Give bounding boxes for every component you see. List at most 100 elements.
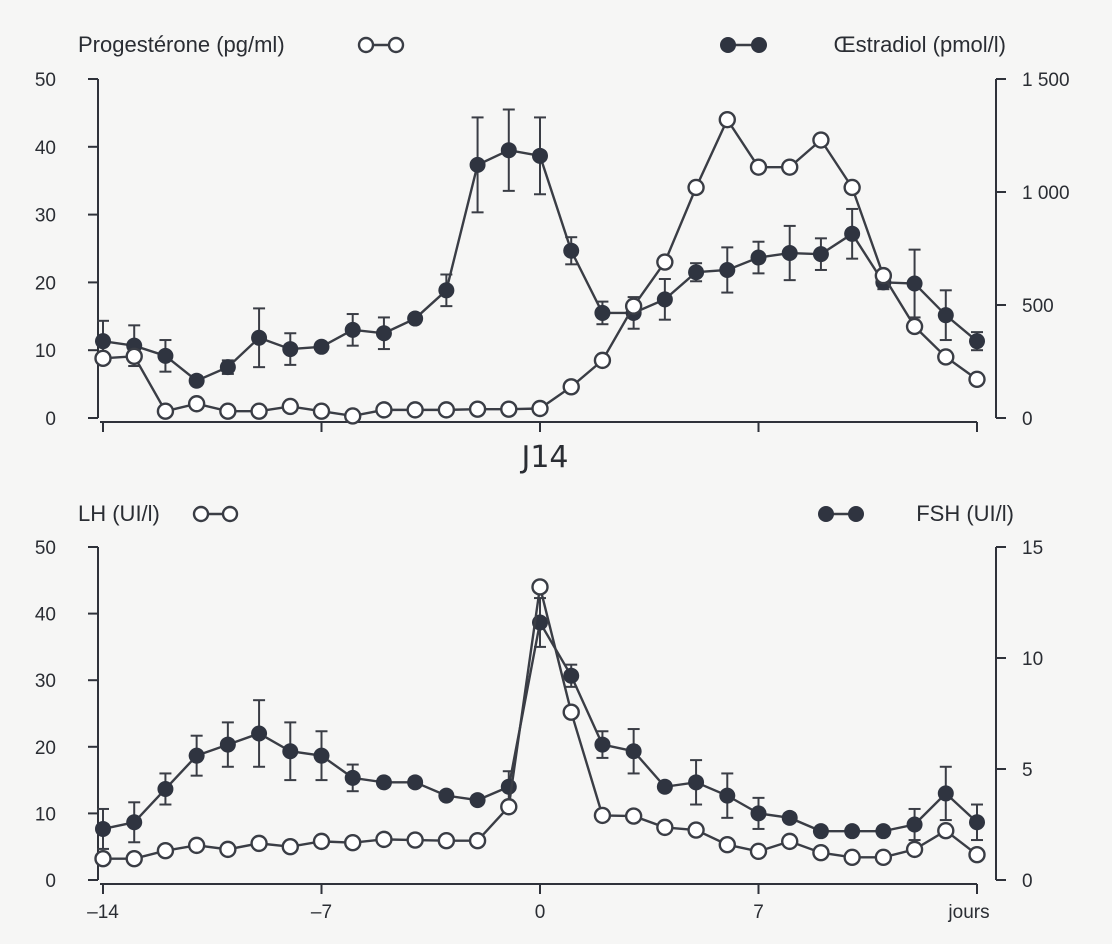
bottom-right-tick-label-0: 0	[1022, 871, 1033, 892]
top-series-1-point-14	[532, 147, 548, 164]
legend-estradiol-marker	[720, 37, 767, 53]
bottom-series-1-point-9	[375, 774, 392, 791]
top-series-0-point-9	[375, 401, 393, 419]
bottom-series-0-point-24	[843, 848, 861, 867]
top-series-0-point-19	[687, 178, 705, 197]
bottom-series-0-point-21	[749, 842, 768, 861]
bottom-left-tick-label-4: 40	[35, 605, 56, 626]
top-series-0-point-24	[843, 178, 861, 197]
top-series-0-point-27	[937, 348, 955, 366]
bottom-series-1-point-26	[906, 816, 923, 833]
top-series-1-point-26	[906, 275, 923, 292]
bottom-series-1-point-13	[500, 778, 517, 795]
bottom-series-1-point-16	[594, 736, 611, 753]
bottom-series-0-point-25	[874, 848, 893, 867]
top-series-0-point-10	[406, 401, 424, 419]
top-left-tick-label-0: 0	[45, 409, 56, 430]
top-series-1-point-2	[157, 347, 174, 364]
bottom-series-0-point-14	[531, 578, 549, 596]
bottom-series-0-point-18	[656, 818, 674, 837]
bottom-series-0-point-4	[219, 840, 237, 859]
top-series-1-point-10	[407, 310, 424, 327]
bottom-series-1-point-4	[219, 736, 236, 753]
bottom-series-0-point-10	[406, 831, 424, 849]
top-series-0-point-13	[500, 400, 518, 418]
bottom-right-tick-label-3: 15	[1022, 538, 1043, 559]
top-series-1-point-16	[594, 304, 611, 321]
legend-estradiol-label: Œstradiol (pmol/l)	[834, 32, 1006, 57]
top-series-1-point-18	[656, 291, 673, 308]
top-series-0-point-26	[905, 317, 924, 336]
bottom-series-0-point-26	[905, 840, 924, 859]
top-series-0-point-16	[593, 351, 612, 370]
bottom-series-1-point-27	[937, 785, 954, 802]
bottom-series-1-point-2	[157, 780, 174, 797]
legend-lh-marker	[192, 505, 239, 523]
bottom-series-1-point-18	[656, 778, 673, 795]
bottom-series-1-point-22	[781, 809, 798, 826]
top-series-0-point-22	[781, 158, 799, 176]
bottom-series-0-point-28	[968, 845, 986, 864]
bottom-series-0-point-13	[500, 798, 518, 816]
top-series-0-point-20	[718, 110, 736, 129]
legend-lh-label: LH (UI/l)	[78, 501, 160, 526]
bottom-x-tick-label-1: –7	[311, 902, 332, 923]
bottom-series-1-point-10	[407, 774, 424, 791]
top-series-0-point-7	[312, 402, 331, 420]
bottom-series-1-point-15	[563, 667, 580, 684]
bottom-series-1-point-5	[251, 725, 268, 742]
bottom-series-0-point-7	[312, 832, 331, 851]
top-series-0-point-17	[624, 297, 643, 315]
bottom-series-0-point-15	[562, 703, 580, 721]
top-series-1-point-20	[719, 261, 736, 278]
bottom-series-1-point-0	[95, 820, 111, 837]
bottom-series-1-point-28	[969, 814, 985, 831]
top-series-1-point-0	[95, 333, 111, 350]
top-left-tick-label-3: 30	[35, 206, 56, 227]
bottom-series-0-point-11	[437, 832, 456, 850]
top-series-1-point-11	[438, 282, 455, 299]
top-series-0-point-21	[749, 158, 768, 176]
top-series-0-point-5	[250, 402, 268, 420]
top-series-1-point-24	[844, 225, 861, 242]
top-series-1-point-27	[937, 307, 954, 324]
bottom-left-tick-label-3: 30	[35, 671, 56, 692]
bottom-series-1-point-21	[750, 805, 767, 822]
top-series-1-point-9	[375, 325, 392, 342]
bottom-x-tick-label-2: 0	[535, 902, 546, 923]
top-series-0-point-1	[125, 347, 143, 366]
bottom-series-1-point-3	[188, 747, 205, 764]
bottom-series-0-point-17	[624, 807, 643, 825]
bottom-series-0-point-27	[937, 822, 955, 840]
bottom-series-0-point-20	[718, 836, 736, 854]
bottom-series-0-point-0	[94, 849, 112, 868]
bottom-series-1-point-25	[875, 823, 892, 840]
bottom-series-0-point-23	[812, 843, 830, 862]
top-series-0-point-15	[562, 378, 580, 396]
bottom-series-0-point-8	[344, 834, 362, 852]
top-series-0-point-28	[968, 370, 986, 389]
legend-fsh-label: FSH (UI/l)	[916, 501, 1014, 526]
bottom-series-1-point-20	[719, 787, 736, 804]
top-series-0-point-23	[812, 131, 830, 149]
top-series-0-point-14	[531, 399, 549, 418]
bottom-left-tick-label-1: 10	[35, 804, 56, 825]
top-right-tick-label-2: 1 000	[1022, 183, 1070, 204]
top-series-1-point-12	[469, 156, 486, 173]
bottom-x-tick-label-3: 7	[753, 902, 764, 923]
bottom-series-1-point-1	[126, 814, 143, 831]
bottom-left-tick-label-0: 0	[45, 871, 56, 892]
bottom-series-1-line	[102, 619, 978, 833]
top-right-tick-label-1: 500	[1022, 296, 1054, 317]
top-panel-center-label: J14	[519, 440, 568, 475]
top-series-0-point-0	[94, 349, 112, 368]
bottom-series-0-point-2	[156, 841, 175, 860]
top-series-1-point-5	[251, 329, 268, 346]
bottom-series-1-point-12	[469, 792, 486, 809]
bottom-series-1-point-24	[844, 823, 861, 840]
bottom-series-1-point-11	[438, 787, 455, 804]
top-left-tick-label-5: 50	[35, 70, 56, 91]
bottom-series-1-point-6	[282, 743, 299, 760]
bottom-series-1-point-23	[812, 823, 829, 840]
